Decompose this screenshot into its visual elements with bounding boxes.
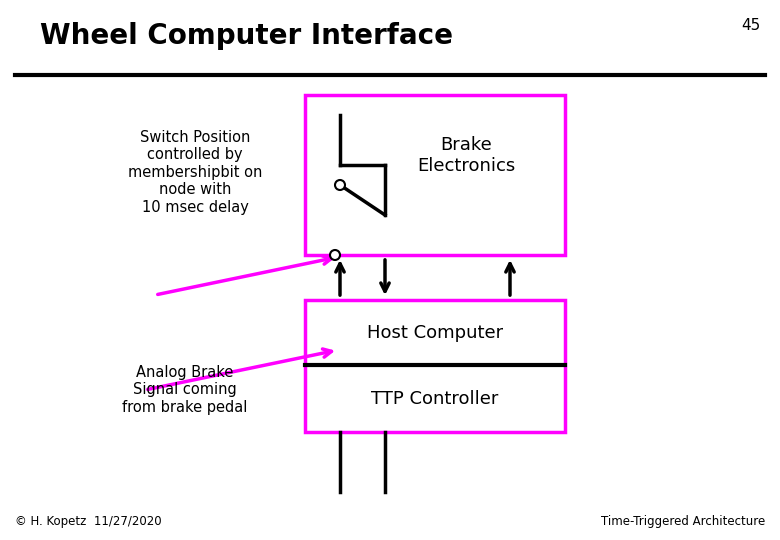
Bar: [305, 300, 565, 432]
Text: Wheel Computer Interface: Wheel Computer Interface: [40, 22, 453, 50]
Circle shape: [330, 250, 340, 260]
Text: Time-Triggered Architecture: Time-Triggered Architecture: [601, 515, 765, 528]
Text: 45: 45: [741, 18, 760, 33]
Text: Analog Brake
Signal coming
from brake pedal: Analog Brake Signal coming from brake pe…: [122, 365, 248, 415]
Text: Brake
Electronics: Brake Electronics: [417, 137, 516, 175]
Circle shape: [335, 180, 345, 190]
Bar: [305, 95, 565, 255]
Text: © H. Kopetz  11/27/2020: © H. Kopetz 11/27/2020: [15, 515, 161, 528]
Text: Host Computer: Host Computer: [367, 323, 503, 341]
Text: TTP Controller: TTP Controller: [371, 389, 498, 408]
Text: Switch Position
controlled by
membershipbit on
node with
10 msec delay: Switch Position controlled by membership…: [128, 130, 262, 214]
